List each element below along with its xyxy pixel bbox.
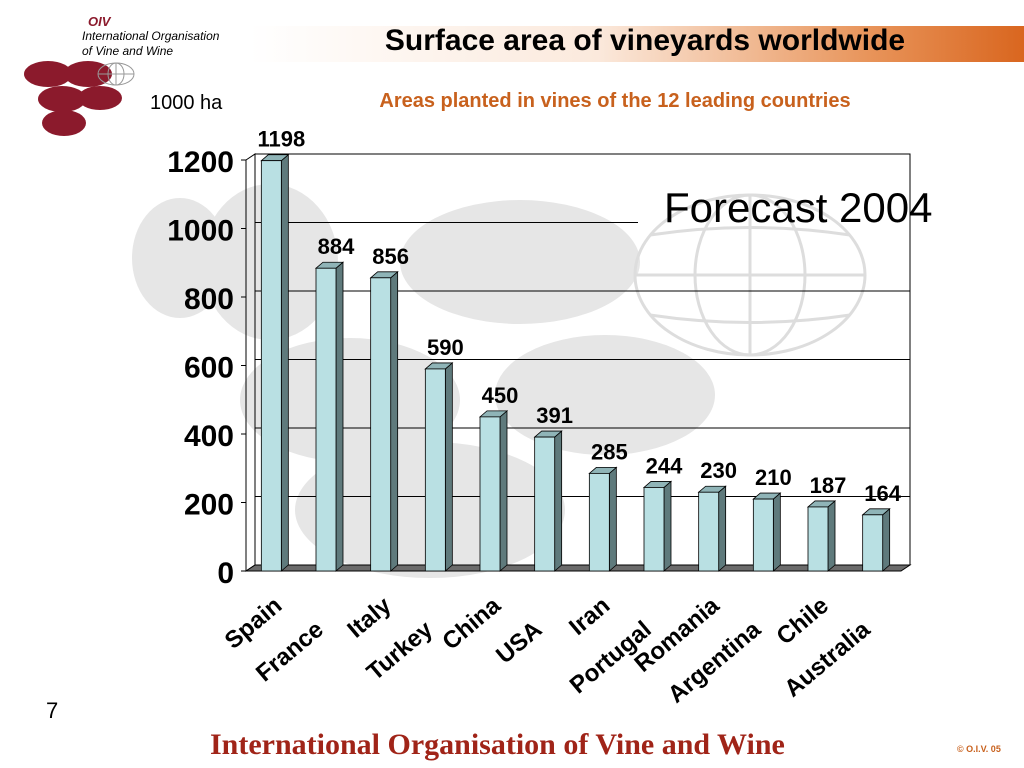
bar-side [718,485,727,572]
bar-side [390,270,399,572]
bar-side [499,410,508,572]
bar-side [827,500,836,572]
y-tick-label: 800 [184,283,234,316]
bar-side [444,362,453,572]
bar-side [772,492,781,572]
bar [370,277,392,572]
logo-grape-3 [38,86,86,112]
y-tick-label: 1000 [167,215,234,248]
x-tick-label: USA [491,616,547,669]
data-label: 164 [864,481,901,506]
title-band [250,26,1024,62]
bar-side [663,480,672,572]
page-number: 7 [46,698,59,723]
background-globe-watermark [633,193,867,357]
logo-line-2: of Vine and Wine [82,44,174,58]
x-tick-label: Chile [772,592,834,650]
bar [807,506,829,572]
data-label: 1198 [257,127,305,152]
data-label: 244 [646,453,683,478]
data-label: 210 [755,465,792,490]
bar [698,491,720,572]
y-tick-label: 400 [184,420,234,453]
x-tick-label: Italy [342,591,397,643]
chart-title: Areas planted in vines of the 12 leading… [379,90,851,112]
data-label: 590 [427,335,464,360]
bar [643,487,665,572]
logo-grape-4 [78,86,122,110]
floor [244,564,912,572]
bar [315,267,337,572]
logo-grape-5 [42,110,86,136]
data-label: 856 [372,244,409,269]
logo-text: OIV International Organisation of Vine a… [82,14,219,59]
bar-side [280,153,289,572]
bar-side [554,430,563,572]
data-label: 450 [482,383,519,408]
bar [534,436,556,572]
y-tick-label: 200 [184,489,234,522]
data-label: 187 [810,473,847,498]
bar-side [608,466,617,572]
y-tick-label: 600 [184,352,234,385]
y-tick-label: 1200 [167,146,234,179]
slide-title: Surface area of vineyards worldwide [384,24,906,57]
data-label: 391 [536,403,573,428]
bar [752,498,774,572]
copyright: © O.I.V. 05 [957,744,1001,754]
logo-abbr: OIV [88,14,111,29]
data-label: 230 [700,458,737,483]
bar [862,514,884,572]
bar-side [335,261,344,572]
bar [588,472,610,572]
y-axis-unit: 1000 ha [150,92,223,114]
x-tick-label: Iran [564,592,615,641]
data-label: 884 [318,234,355,259]
logo-globe-icon [97,62,135,86]
y-tick-label: 0 [217,557,234,590]
bar [424,368,446,572]
bar [260,160,282,572]
logo-grape-1 [24,61,72,87]
data-label: 285 [591,439,628,464]
forecast-label: Forecast 2004 [664,184,933,231]
oiv-logo [24,61,135,136]
bar-side [882,507,891,572]
bar [479,416,501,572]
footer-org-name: International Organisation of Vine and W… [210,728,785,761]
logo-line-1: International Organisation [82,29,220,43]
logo-grape-2 [64,61,112,87]
